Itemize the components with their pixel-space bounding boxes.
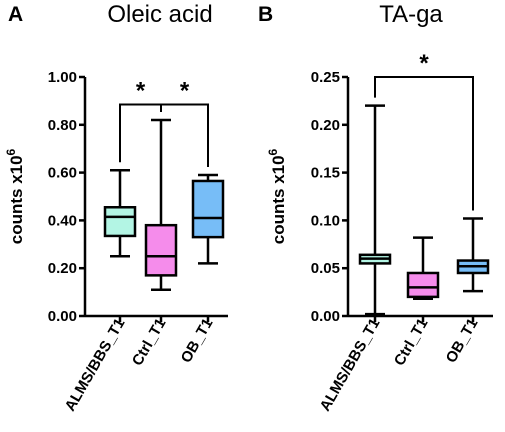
y-tick-label: 0.60 bbox=[48, 165, 77, 182]
x-tick-label: OB_T1 bbox=[443, 316, 482, 366]
panel-letter: B bbox=[258, 3, 273, 26]
significance-bracket: * bbox=[160, 77, 209, 167]
x-tick-label: Ctrl_T1 bbox=[391, 316, 432, 369]
significance-star: * bbox=[136, 77, 146, 104]
bracket-line bbox=[160, 103, 209, 167]
significance-bracket: * bbox=[374, 50, 474, 211]
box-iqr bbox=[144, 223, 178, 277]
x-tick-label: Ctrl_T1 bbox=[129, 316, 170, 369]
chart-title: TA-ga bbox=[379, 1, 443, 28]
box-iqr bbox=[406, 271, 440, 299]
y-tick-label: 0.20 bbox=[311, 117, 340, 134]
box-ctrl-t1 bbox=[406, 236, 440, 301]
y-axis-label: counts x106 bbox=[266, 148, 288, 244]
chart-title: Oleic acid bbox=[107, 1, 212, 28]
x-tick-label: ALMS/BBS_T1 bbox=[62, 316, 129, 415]
x-tick-label: ALMS/BBS_T1 bbox=[317, 316, 384, 415]
box-ob-t1 bbox=[191, 173, 225, 265]
y-tick-label: 0.05 bbox=[311, 260, 340, 277]
y-axis-label: counts x106 bbox=[4, 148, 26, 244]
box-ob-t1 bbox=[456, 217, 490, 293]
box-alms-bbs-t1 bbox=[358, 104, 392, 316]
bracket-line bbox=[119, 103, 162, 163]
box-ctrl-t1 bbox=[144, 118, 178, 291]
y-tick-label: 0.40 bbox=[48, 212, 77, 229]
y-tick-label: 0.80 bbox=[48, 117, 77, 134]
y-tick-label: 0.10 bbox=[311, 212, 340, 229]
panel-b: B TA-ga counts x106 0.00 0.05 0.10 0.15 0.20 0.2… bbox=[258, 1, 493, 414]
significance-star: * bbox=[419, 50, 429, 77]
y-tick-label: 1.00 bbox=[48, 69, 77, 86]
y-tick-label: 0.00 bbox=[311, 308, 340, 325]
x-tick-label: OB_T1 bbox=[178, 316, 217, 366]
significance-star: * bbox=[180, 77, 190, 104]
y-tick-label: 0.25 bbox=[311, 69, 340, 86]
panel-letter: A bbox=[8, 3, 23, 26]
y-tick-label: 0.20 bbox=[48, 260, 77, 277]
y-tick-label: 0.00 bbox=[48, 308, 77, 325]
box-alms-bbs-t1 bbox=[103, 168, 137, 258]
box-iqr bbox=[103, 206, 137, 238]
panel-a: A Oleic acid counts x106 0.00 0.20 0.40 0.60 0.… bbox=[4, 1, 228, 414]
bracket-line bbox=[374, 76, 474, 211]
y-tick-label: 0.15 bbox=[311, 165, 340, 182]
box-iqr bbox=[191, 179, 225, 239]
